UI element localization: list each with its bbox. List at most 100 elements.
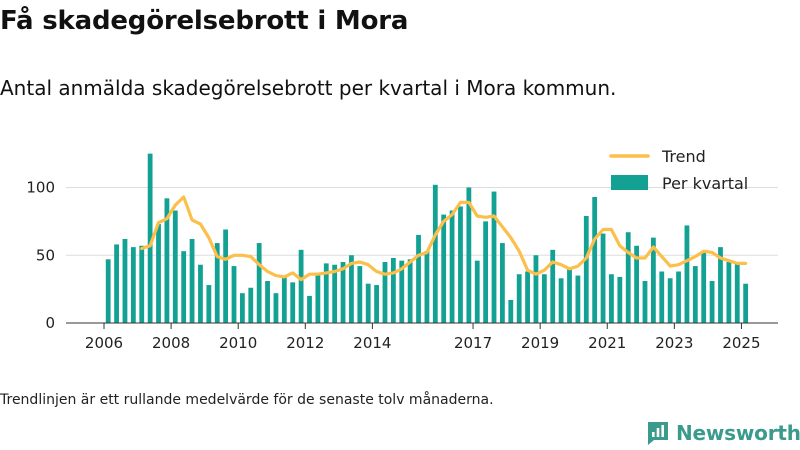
bar xyxy=(491,191,497,323)
bar xyxy=(617,276,623,323)
bar xyxy=(600,233,606,323)
bar xyxy=(424,251,430,323)
bar xyxy=(265,280,270,323)
bar xyxy=(239,293,245,323)
bar xyxy=(298,249,304,323)
bar xyxy=(701,252,707,323)
legend-bar-label: Per kvartal xyxy=(662,174,748,193)
chart-title: Få skadegörelsebrott i Mora xyxy=(0,6,409,36)
bar xyxy=(483,221,489,323)
bar xyxy=(407,259,413,323)
bar xyxy=(634,245,640,323)
bar xyxy=(181,251,187,323)
bar xyxy=(650,237,656,323)
bar xyxy=(248,287,254,323)
x-tick-label: 2006 xyxy=(85,334,123,352)
brand: Newsworthy xyxy=(646,420,800,446)
bar xyxy=(692,266,698,323)
x-tick-label: 2025 xyxy=(722,334,760,352)
bar xyxy=(231,266,237,323)
bar xyxy=(659,271,665,323)
bar xyxy=(164,198,170,323)
bar xyxy=(130,247,136,323)
bar xyxy=(458,206,463,323)
bar xyxy=(676,271,681,323)
x-tick-label: 2014 xyxy=(353,334,391,352)
bar xyxy=(382,262,388,323)
bar xyxy=(399,260,405,323)
x-tick-label: 2019 xyxy=(521,334,559,352)
bar xyxy=(625,232,631,323)
bar xyxy=(323,263,329,323)
bar xyxy=(508,299,514,323)
bar xyxy=(449,210,455,323)
bar xyxy=(198,264,203,323)
bar xyxy=(684,225,690,323)
bar xyxy=(567,267,572,323)
bar xyxy=(726,262,732,323)
bar xyxy=(474,260,480,323)
bar xyxy=(390,257,396,323)
bar xyxy=(667,278,673,323)
bar xyxy=(273,293,279,323)
bar xyxy=(214,243,220,323)
bar xyxy=(466,187,472,323)
bar xyxy=(340,262,346,323)
bar xyxy=(122,238,128,323)
bar xyxy=(206,285,212,323)
bar xyxy=(349,255,354,323)
bar-series xyxy=(105,153,749,323)
bar xyxy=(525,271,530,323)
bar xyxy=(609,274,614,323)
bar xyxy=(718,247,723,323)
grid-lines xyxy=(66,187,778,256)
y-tick-label: 50 xyxy=(36,246,55,264)
footnote: Trendlinjen är ett rullande medelvärde f… xyxy=(0,392,494,408)
bar xyxy=(550,249,556,323)
bar xyxy=(139,245,145,323)
bar xyxy=(558,278,564,323)
bar xyxy=(172,210,178,323)
bar xyxy=(374,285,379,323)
legend-bar-swatch xyxy=(611,175,648,190)
bar xyxy=(441,214,447,323)
bar xyxy=(156,224,161,323)
bar xyxy=(583,215,589,323)
bar xyxy=(357,266,363,323)
y-tick-label: 0 xyxy=(45,314,55,332)
bar xyxy=(365,283,371,323)
x-tick-label: 2023 xyxy=(655,334,693,352)
bar xyxy=(105,259,111,323)
bar xyxy=(533,255,539,323)
legend-trend-label: Trend xyxy=(661,147,706,166)
trend-series xyxy=(140,195,748,282)
bar xyxy=(147,153,153,323)
chart-subtitle: Antal anmälda skadegörelsebrott per kvar… xyxy=(0,76,617,100)
bar xyxy=(575,275,581,323)
x-tick-label: 2012 xyxy=(286,334,324,352)
bar xyxy=(189,238,195,323)
bar xyxy=(416,234,421,323)
newsworthy-logo-icon xyxy=(648,422,668,445)
bar xyxy=(307,295,312,323)
bar xyxy=(592,196,598,323)
x-tick-label: 2021 xyxy=(588,334,626,352)
bar xyxy=(743,283,749,323)
bar xyxy=(709,280,715,323)
bar xyxy=(734,263,740,323)
bar xyxy=(256,243,262,323)
bar xyxy=(290,282,296,323)
bar xyxy=(332,264,338,323)
x-tick-label: 2017 xyxy=(454,334,492,352)
bar xyxy=(541,274,547,323)
x-tick-label: 2008 xyxy=(152,334,190,352)
bar xyxy=(315,272,321,323)
bar xyxy=(500,243,505,323)
y-tick-label: 100 xyxy=(26,179,55,197)
bar xyxy=(223,229,229,323)
axes: 0 50 100 2006 2008 2010 2012 2014 2017 2019 2021 20… xyxy=(26,179,778,352)
legend: Trend Per kvartal xyxy=(609,147,748,193)
bar xyxy=(516,274,522,323)
brand-label: Newsworthy xyxy=(676,421,800,445)
